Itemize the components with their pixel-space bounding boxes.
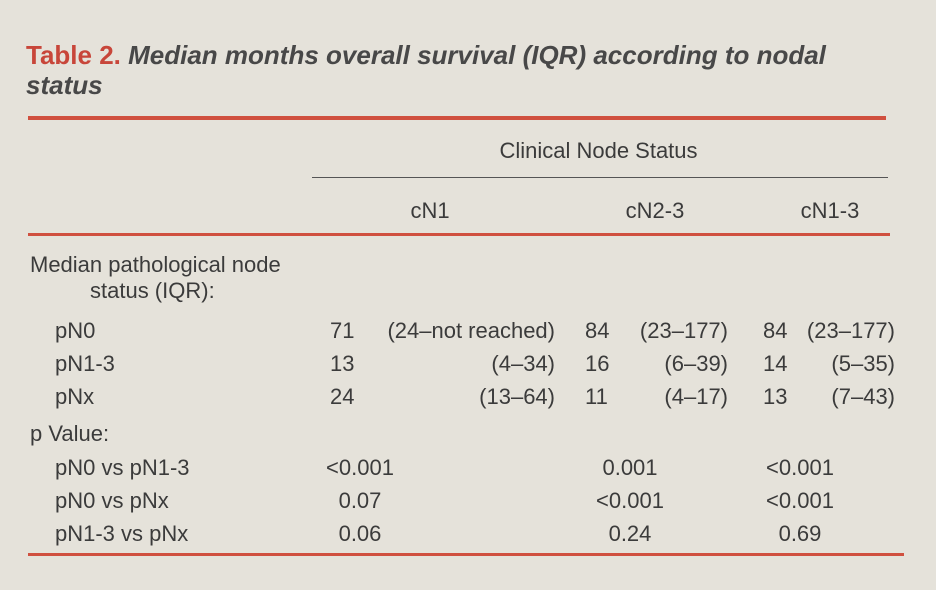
cell-median: 11 xyxy=(585,384,608,409)
cell-median: 16 xyxy=(585,351,610,376)
cell-median: 71 xyxy=(330,318,355,343)
row-label: pN0 vs pNx xyxy=(55,488,169,513)
cell-value: 0.07 xyxy=(338,488,382,513)
cell-iqr: (13–64) xyxy=(479,384,555,409)
spanner-rule xyxy=(312,177,888,178)
section-label: Median pathological node status (IQR): xyxy=(30,252,281,303)
spanner: Clinical Node Status xyxy=(499,138,698,163)
cell-value: 0.24 xyxy=(608,521,652,546)
cell-median: 13 xyxy=(763,384,788,409)
cell-iqr: (24–not reached) xyxy=(387,318,555,343)
cell-median: 24 xyxy=(330,384,355,409)
cell-median: 14 xyxy=(763,351,788,376)
cell-iqr: (23–177) xyxy=(806,318,895,343)
row-label: pN1-3 xyxy=(55,351,115,376)
column-header: cN1 xyxy=(410,198,450,223)
cell-median: 84 xyxy=(585,318,610,343)
cell-iqr: (23–177) xyxy=(639,318,728,343)
title-text: Median months overall survival (IQR) acc… xyxy=(26,40,826,100)
row-label: pNx xyxy=(55,384,95,409)
cell-median: 13 xyxy=(330,351,355,376)
cell-value: 0.06 xyxy=(338,521,382,546)
cell-iqr: (6–39) xyxy=(664,351,728,376)
cell-median: 84 xyxy=(763,318,788,343)
cell-value: 0.001 xyxy=(602,455,658,480)
cell-value: <0.001 xyxy=(326,455,394,480)
cell-value: <0.001 xyxy=(766,455,834,480)
bottom-rule xyxy=(28,553,904,556)
row-label: pN0 xyxy=(55,318,96,343)
header-rule xyxy=(28,233,890,236)
row-label: pN1-3 vs pNx xyxy=(55,521,189,546)
table-number: Table 2. xyxy=(26,40,121,70)
row-label: pN0 vs pN1-3 xyxy=(55,455,190,480)
cell-value: 0.69 xyxy=(778,521,822,546)
cell-iqr: (4–17) xyxy=(664,384,728,409)
cell-iqr: (7–43) xyxy=(831,384,895,409)
column-header: cN2-3 xyxy=(625,198,685,223)
top-rule xyxy=(28,116,886,120)
column-header: cN1-3 xyxy=(800,198,860,223)
cell-iqr: (4–34) xyxy=(491,351,555,376)
cell-iqr: (5–35) xyxy=(831,351,895,376)
section-label: p Value: xyxy=(30,421,110,446)
table-title: Table 2. Median months overall survival … xyxy=(26,40,866,100)
cell-value: <0.001 xyxy=(766,488,834,513)
cell-value: <0.001 xyxy=(596,488,664,513)
